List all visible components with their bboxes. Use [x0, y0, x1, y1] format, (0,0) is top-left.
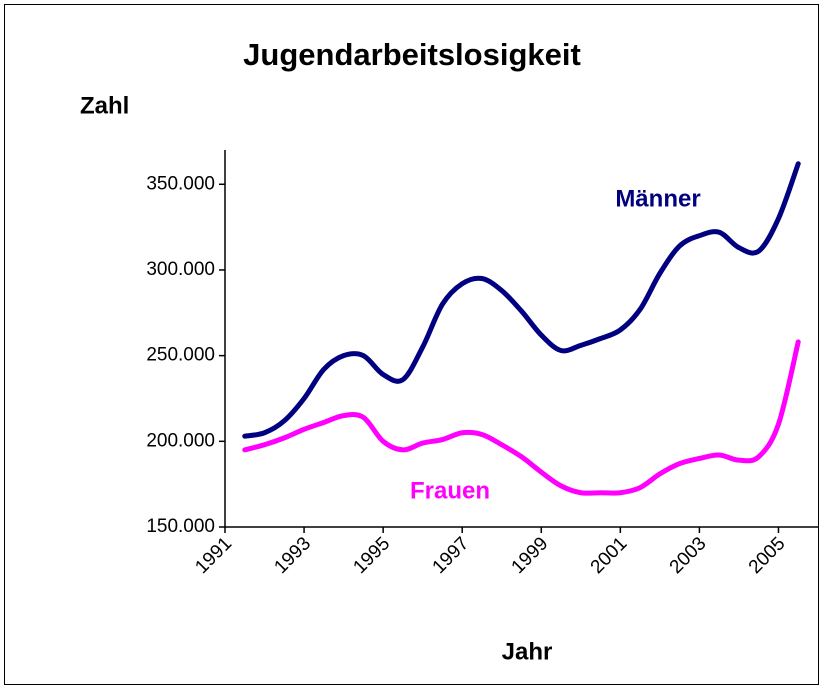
x-axis-label: Jahr	[502, 638, 553, 665]
y-axis-label: Zahl	[80, 92, 129, 119]
y-tick-label: 350.000	[146, 173, 215, 194]
y-tick-label: 300.000	[146, 259, 215, 280]
series-label: Frauen	[410, 477, 490, 504]
series-label: Männer	[615, 185, 700, 212]
chart-frame	[4, 4, 819, 685]
y-tick-label: 150.000	[146, 516, 215, 537]
line-series	[242, 161, 801, 439]
y-tick-label: 250.000	[146, 345, 215, 366]
chart-title: Jugendarbeitslosigkeit	[243, 37, 581, 72]
y-tick-label: 200.000	[146, 430, 215, 451]
line-series	[242, 339, 801, 496]
